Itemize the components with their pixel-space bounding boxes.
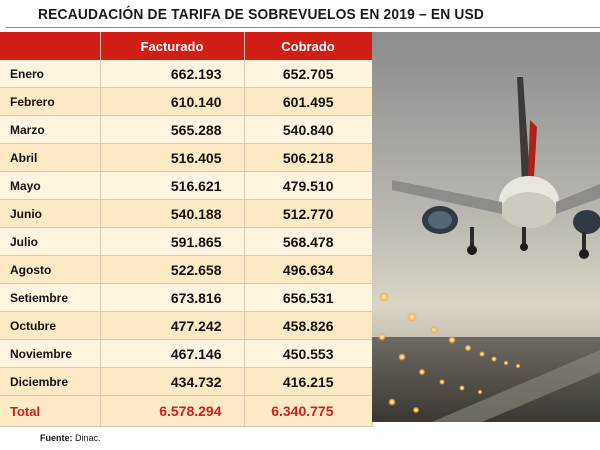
cobrado-cell: 656.531 [244,283,373,312]
facturado-cell: 522.658 [100,255,245,284]
total-label: Total [0,395,101,427]
table-row: Agosto 522.658 496.634 [0,255,373,284]
title-rule [6,27,600,28]
header-month [0,32,101,60]
cobrado-cell: 540.840 [244,115,373,144]
table-row: Octubre 477.242 458.826 [0,311,373,340]
cobrado-cell: 450.553 [244,339,373,368]
facturado-cell: 467.146 [100,339,245,368]
month-cell: Octubre [0,311,101,340]
table-row: Febrero 610.140 601.495 [0,87,373,116]
airplane-landing-photo [372,32,600,422]
total-row: Total 6.578.294 6.340.775 [0,395,373,427]
month-cell: Setiembre [0,283,101,312]
month-cell: Agosto [0,255,101,284]
header-row: Facturado Cobrado [0,32,373,60]
month-cell: Marzo [0,115,101,144]
facturado-cell: 516.621 [100,171,245,200]
airplane-photo-illustration [372,32,600,422]
table-row: Diciembre 434.732 416.215 [0,367,373,396]
facturado-cell: 516.405 [100,143,245,172]
facturado-cell: 434.732 [100,367,245,396]
month-cell: Julio [0,227,101,256]
table-row: Noviembre 467.146 450.553 [0,339,373,368]
cobrado-cell: 479.510 [244,171,373,200]
runway-lights [378,292,521,414]
table-row: Junio 540.188 512.770 [0,199,373,228]
table-row: Marzo 565.288 540.840 [0,115,373,144]
facturado-cell: 591.865 [100,227,245,256]
table-row: Setiembre 673.816 656.531 [0,283,373,312]
table-row: Julio 591.865 568.478 [0,227,373,256]
cobrado-cell: 568.478 [244,227,373,256]
cobrado-cell: 496.634 [244,255,373,284]
facturado-cell: 477.242 [100,311,245,340]
revenue-table: Facturado Cobrado Enero 662.193 652.705 Feb… [0,32,373,427]
month-cell: Diciembre [0,367,101,396]
total-facturado: 6.578.294 [100,395,245,427]
month-cell: Abril [0,143,101,172]
data-table-container: Facturado Cobrado Enero 662.193 652.705 Feb… [0,32,373,427]
cobrado-cell: 506.218 [244,143,373,172]
source-value: Dinac. [75,433,101,443]
month-cell: Febrero [0,87,101,116]
facturado-cell: 540.188 [100,199,245,228]
cobrado-cell: 458.826 [244,311,373,340]
month-cell: Enero [0,60,101,88]
source-note: Fuente: Dinac. [40,433,101,443]
cobrado-cell: 601.495 [244,87,373,116]
table-body: Enero 662.193 652.705 Febrero 610.140 601.495… [0,60,373,427]
table-row: Mayo 516.621 479.510 [0,171,373,200]
facturado-cell: 610.140 [100,87,245,116]
table-row: Abril 516.405 506.218 [0,143,373,172]
chart-title: RECAUDACIÓN DE TARIFA DE SOBREVUELOS EN … [38,6,485,23]
total-cobrado: 6.340.775 [244,395,373,427]
header-facturado: Facturado [100,32,245,60]
month-cell: Noviembre [0,339,101,368]
table-row: Enero 662.193 652.705 [0,60,373,88]
cobrado-cell: 416.215 [244,367,373,396]
facturado-cell: 662.193 [100,60,245,88]
month-cell: Mayo [0,171,101,200]
source-label: Fuente: [40,433,73,443]
cobrado-cell: 512.770 [244,199,373,228]
facturado-cell: 673.816 [100,283,245,312]
header-cobrado: Cobrado [244,32,373,60]
cobrado-cell: 652.705 [244,60,373,88]
month-cell: Junio [0,199,101,228]
facturado-cell: 565.288 [100,115,245,144]
